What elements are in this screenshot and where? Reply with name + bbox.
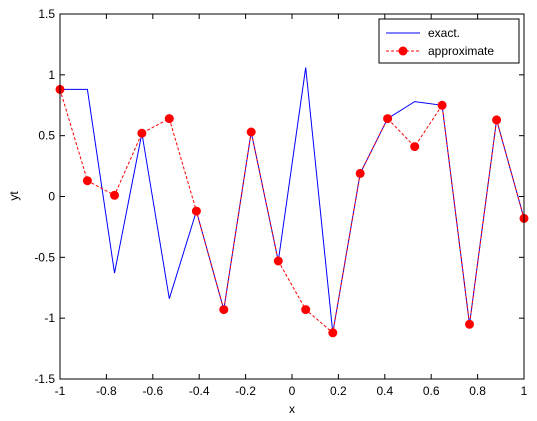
series-layer — [55, 67, 529, 338]
x-tick-label: -0.2 — [235, 384, 256, 398]
series-line-exact — [60, 67, 525, 333]
x-tick-label: 0.4 — [376, 384, 393, 398]
x-tick-label: -0.8 — [96, 384, 117, 398]
x-axis-label: x — [289, 402, 295, 416]
x-tick-label: 0 — [289, 384, 296, 398]
ticks-layer: -1 -0.8 -0.6 -0.4 -0.2 0 0.2 0.4 0.6 0.8 1-1.5-1-0… — [34, 7, 527, 398]
y-tick-label: 1.5 — [38, 7, 55, 21]
legend-label-exact: exact. — [428, 26, 460, 40]
series-line-approximate — [59, 89, 525, 334]
x-tick-label: 0.2 — [330, 384, 347, 398]
y-tick-label: -0.5 — [34, 250, 55, 264]
y-axis-label: yt — [7, 191, 21, 201]
y-tick-label: -1.5 — [34, 372, 55, 386]
data-point-approximate — [328, 328, 338, 338]
data-point-approximate — [301, 305, 311, 315]
x-tick-label: -1 — [55, 384, 66, 398]
x-tick-label: 1 — [521, 384, 528, 398]
x-tick-label: -0.6 — [142, 384, 163, 398]
data-point-approximate — [492, 115, 502, 125]
x-tick-label: 0.6 — [423, 384, 440, 398]
y-tick-label: 0 — [48, 190, 55, 204]
data-point-approximate — [273, 256, 283, 266]
legend-box — [378, 18, 520, 64]
y-tick-label: 0.5 — [38, 129, 55, 143]
data-point-approximate — [465, 319, 474, 329]
data-point-approximate — [110, 190, 119, 200]
legend-marker-approximate — [398, 46, 408, 56]
data-point-approximate — [410, 142, 420, 152]
data-point-approximate — [191, 206, 201, 216]
y-tick-label: -1 — [44, 311, 55, 325]
x-tick-label: 0.8 — [469, 384, 486, 398]
data-point-approximate — [137, 128, 147, 138]
data-point-approximate — [164, 114, 174, 124]
y-tick-label: 1 — [48, 68, 55, 82]
legend: exact. approximate — [378, 18, 520, 64]
data-point-approximate — [383, 114, 393, 124]
data-point-approximate — [246, 127, 256, 137]
data-point-approximate — [437, 100, 447, 110]
plot-area — [60, 14, 524, 379]
data-point-approximate — [219, 305, 229, 315]
data-point-approximate — [82, 176, 92, 186]
data-point-approximate — [355, 168, 365, 178]
x-tick-label: -0.4 — [189, 384, 210, 398]
legend-label-approximate: approximate — [428, 44, 494, 58]
